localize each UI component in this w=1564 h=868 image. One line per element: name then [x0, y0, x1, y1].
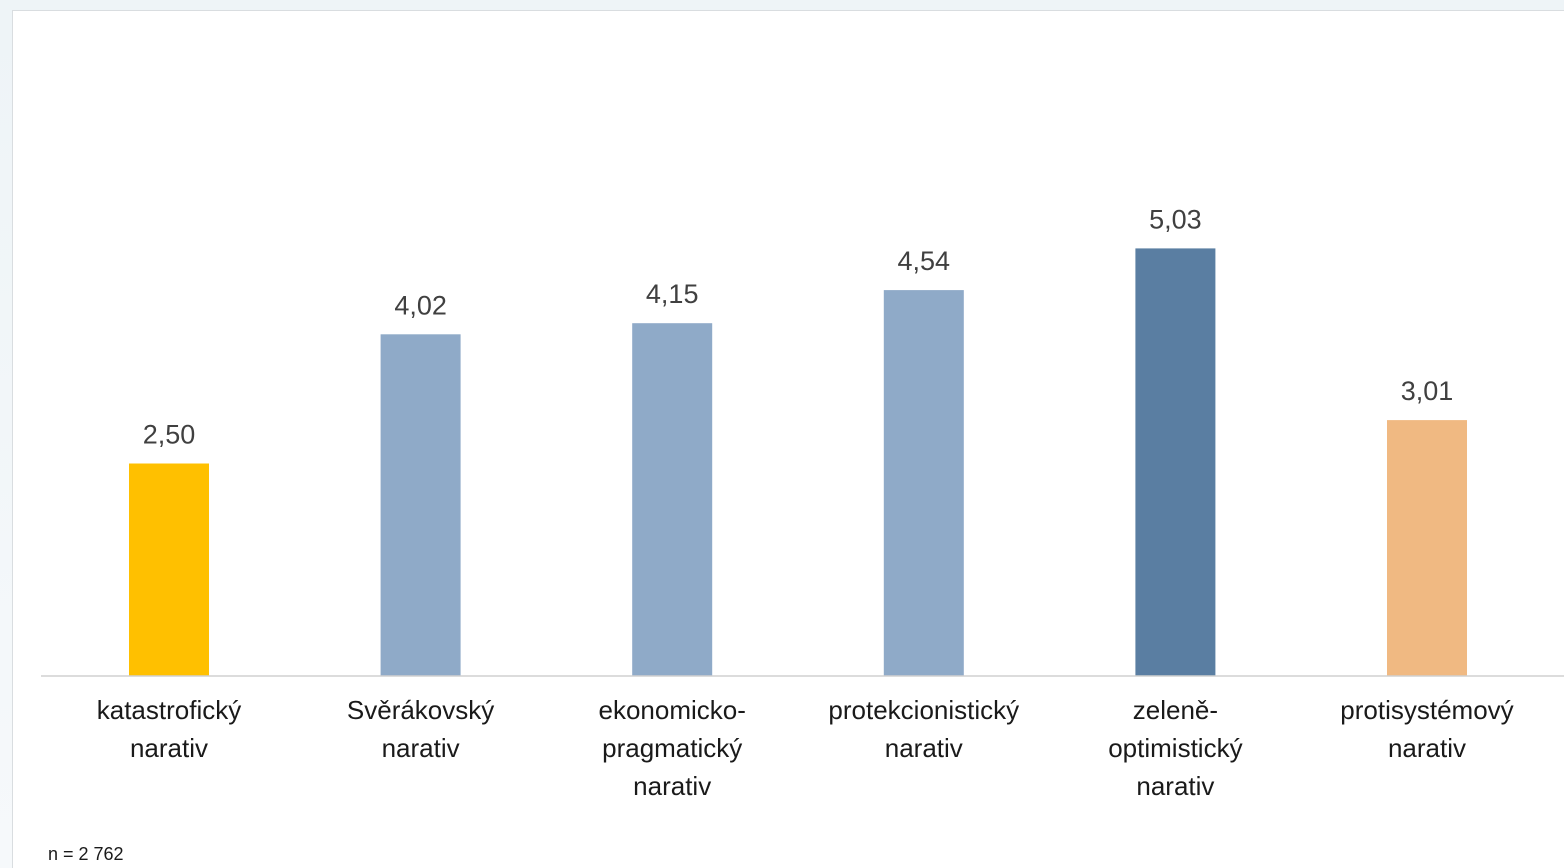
category-label-line: optimistický [1108, 733, 1242, 763]
category-label-3: ekonomicko-pragmatický narativ [598, 695, 745, 801]
category-label-line: narativ [1388, 733, 1466, 763]
category-label-2: Svěrákovský narativ [347, 695, 494, 763]
bar-value-label-1: 2,50 [143, 420, 196, 450]
bar-value-label-3: 4,15 [646, 279, 699, 309]
category-label-line: narativ [130, 733, 208, 763]
value-labels-layer: 2,50 4,02 4,15 4,54 5,03 3,01 [143, 204, 1454, 449]
sample-size-note: n = 2 762 [48, 844, 124, 864]
bar-value-label-4: 4,54 [898, 246, 951, 276]
bar-2 [380, 334, 461, 676]
category-label-line: zeleně- [1133, 695, 1218, 725]
bar-3 [632, 323, 713, 676]
category-label-1: katastrofický narativ [97, 695, 242, 763]
category-label-line: protekcionistický [828, 695, 1019, 725]
chart-card: 2,50 4,02 4,15 4,54 5,03 3,01 katastrofický na… [12, 10, 1564, 868]
category-label-line: ekonomicko- [598, 695, 745, 725]
category-label-line: narativ [1136, 771, 1214, 801]
category-label-line: pragmatický [602, 733, 742, 763]
bar-4 [883, 290, 964, 676]
bar-1 [129, 463, 209, 676]
bar-value-label-2: 4,02 [394, 290, 447, 320]
category-label-line: narativ [382, 733, 460, 763]
category-label-line: katastrofický [97, 695, 242, 725]
category-label-line: protisystémový [1340, 695, 1513, 725]
bar-chart: 2,50 4,02 4,15 4,54 5,03 3,01 katastrofický na… [41, 204, 1564, 801]
category-label-line: narativ [633, 771, 711, 801]
category-label-line: narativ [885, 733, 963, 763]
bar-5 [1135, 248, 1216, 676]
bars-layer [129, 248, 1467, 676]
category-label-line: Svěrákovský [347, 695, 494, 725]
category-label-5: zeleně-optimistický narativ [1108, 695, 1242, 801]
category-label-4: protekcionistický narativ [828, 695, 1019, 763]
category-label-6: protisystémový narativ [1340, 695, 1513, 763]
bar-value-label-6: 3,01 [1401, 376, 1454, 406]
bar-6 [1387, 420, 1467, 676]
bar-value-label-5: 5,03 [1149, 204, 1202, 234]
